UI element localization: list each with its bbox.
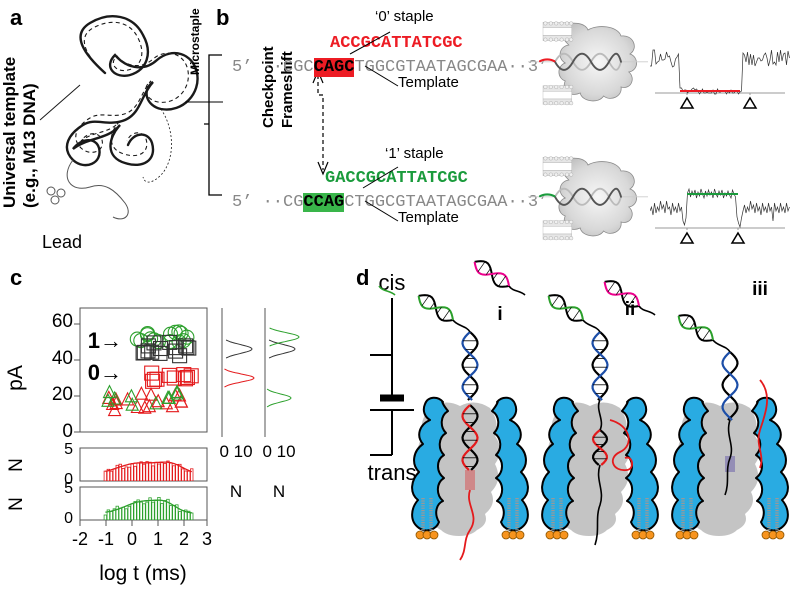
svg-text:3: 3 bbox=[202, 529, 212, 549]
svg-text:log t (ms): log t (ms) bbox=[99, 562, 187, 585]
svg-text:40: 40 bbox=[52, 348, 73, 369]
svg-text:N: N bbox=[273, 482, 285, 501]
svg-text:0: 0 bbox=[127, 529, 137, 549]
svg-text:trans: trans bbox=[368, 460, 417, 485]
svg-text:0 10: 0 10 bbox=[219, 442, 252, 461]
svg-text:2: 2 bbox=[179, 529, 189, 549]
svg-text:5: 5 bbox=[64, 480, 73, 497]
svg-text:ii: ii bbox=[625, 299, 636, 320]
svg-text:60: 60 bbox=[52, 311, 73, 332]
svg-text:5: 5 bbox=[64, 441, 73, 458]
svg-text:1→: 1→ bbox=[88, 328, 122, 353]
svg-text:1: 1 bbox=[153, 529, 163, 549]
svg-text:20: 20 bbox=[52, 384, 73, 405]
svg-text:0 10: 0 10 bbox=[262, 442, 295, 461]
svg-text:0: 0 bbox=[64, 510, 73, 527]
svg-text:N: N bbox=[230, 482, 242, 501]
svg-text:N: N bbox=[6, 497, 27, 511]
svg-text:pA: pA bbox=[4, 365, 27, 391]
svg-text:0→: 0→ bbox=[88, 360, 122, 385]
svg-text:N: N bbox=[6, 458, 27, 472]
svg-text:iii: iii bbox=[752, 279, 768, 300]
svg-text:cis: cis bbox=[379, 270, 406, 295]
svg-text:-2: -2 bbox=[72, 529, 88, 549]
svg-text:i: i bbox=[497, 304, 502, 325]
svg-text:-1: -1 bbox=[98, 529, 114, 549]
svg-text:0: 0 bbox=[62, 421, 73, 442]
